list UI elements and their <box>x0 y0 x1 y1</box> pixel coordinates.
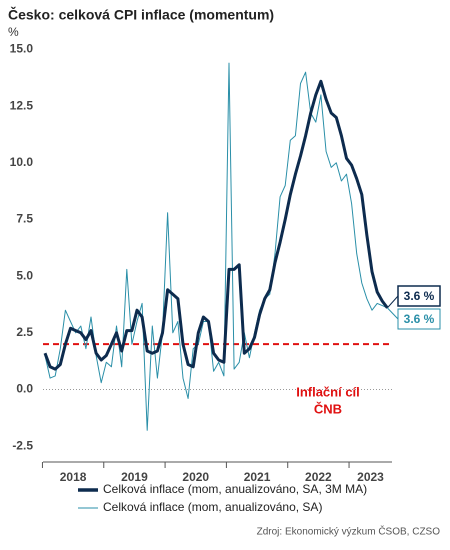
y-tick-label: 12.5 <box>10 98 34 112</box>
target-label: Inflační cíl <box>296 384 360 399</box>
x-tick-label: 2022 <box>305 470 332 484</box>
label-box <box>397 308 441 330</box>
y-tick-label: 10.0 <box>10 155 34 169</box>
y-tick-label: 0.0 <box>16 382 33 396</box>
y-tick-label: 7.5 <box>16 212 33 226</box>
label-leader <box>387 307 399 320</box>
x-tick-label: 2021 <box>244 470 271 484</box>
x-tick-label: 2019 <box>121 470 148 484</box>
x-tick-label: 2020 <box>182 470 209 484</box>
legend-label: Celková inflace (mom, anualizováno, SA) <box>103 500 322 514</box>
y-tick-label: 2.5 <box>16 325 33 339</box>
source: Zdroj: Ekonomický výzkum ČSOB, CZSO <box>257 525 441 538</box>
value-label: 3.6 % <box>404 312 435 326</box>
x-tick-label: 2018 <box>60 470 87 484</box>
y-tick-label: 15.0 <box>10 42 34 56</box>
y-axis-label: % <box>8 25 19 39</box>
y-tick-label: 5.0 <box>16 268 33 282</box>
series-line <box>44 62 388 431</box>
label-box <box>397 285 441 307</box>
chart-title: Česko: celková CPI inflace (momentum) <box>8 6 274 23</box>
value-label: 3.6 % <box>404 289 435 303</box>
label-leader <box>386 295 399 309</box>
y-tick-label: -2.5 <box>12 438 33 452</box>
target-label: ČNB <box>314 401 342 416</box>
legend-label: Celková inflace (mom, anualizováno, SA, … <box>103 482 367 496</box>
x-tick-label: 2023 <box>357 470 384 484</box>
series-line <box>43 79 389 371</box>
